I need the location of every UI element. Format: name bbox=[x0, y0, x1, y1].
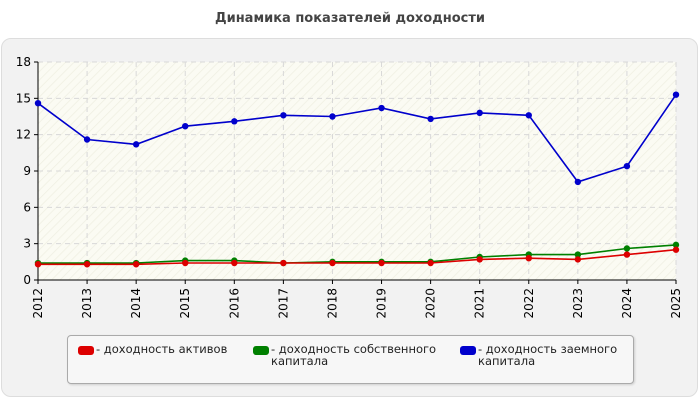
data-point bbox=[34, 99, 42, 107]
data-point bbox=[623, 251, 631, 258]
legend-item-equity: - доходность собственного капитала bbox=[253, 343, 453, 367]
legend-item-debt: - доходность заемного капитала bbox=[460, 343, 630, 367]
data-point bbox=[83, 261, 91, 268]
data-point bbox=[132, 141, 140, 148]
y-tick-label: 15 bbox=[16, 91, 31, 105]
series-line-1 bbox=[38, 244, 677, 264]
legend-label-assets: - доходность активов bbox=[96, 342, 228, 356]
legend-swatch-debt bbox=[460, 346, 476, 355]
data-point bbox=[525, 255, 532, 262]
y-tick-label: 18 bbox=[16, 55, 31, 69]
data-point bbox=[231, 118, 238, 125]
data-point bbox=[574, 251, 582, 258]
data-point bbox=[623, 162, 631, 170]
data-point bbox=[476, 256, 483, 263]
data-point bbox=[34, 261, 42, 268]
x-tick-label: 2025 bbox=[669, 288, 683, 319]
data-point bbox=[329, 259, 336, 267]
legend: - доходность активов - доходность собств… bbox=[67, 335, 634, 384]
data-point bbox=[182, 259, 189, 267]
x-tick-label: 2014 bbox=[129, 288, 143, 319]
data-point bbox=[231, 259, 238, 267]
data-point bbox=[672, 241, 680, 249]
data-point bbox=[574, 178, 582, 186]
y-tick-label: 12 bbox=[16, 128, 31, 142]
legend-swatch-assets bbox=[78, 346, 94, 355]
x-tick-label: 2018 bbox=[325, 288, 339, 319]
data-point bbox=[329, 113, 336, 120]
y-tick-label: 6 bbox=[23, 200, 31, 214]
x-tick-label: 2023 bbox=[571, 288, 585, 319]
legend-label-equity: - доходность собственного капитала bbox=[271, 342, 437, 368]
x-tick-label: 2012 bbox=[31, 288, 45, 319]
data-point bbox=[427, 259, 434, 267]
x-tick-label: 2016 bbox=[227, 288, 241, 319]
legend-item-assets: - доходность активов bbox=[78, 343, 227, 355]
chart-title: Динамика показателей доходности bbox=[215, 11, 485, 26]
legend-label-debt: - доходность заемного капитала bbox=[478, 342, 618, 368]
x-tick-label: 2020 bbox=[424, 288, 438, 319]
x-tick-label: 2021 bbox=[473, 288, 487, 319]
data-point bbox=[623, 245, 631, 252]
data-point bbox=[574, 256, 582, 263]
data-point bbox=[280, 259, 287, 267]
data-point bbox=[132, 261, 140, 268]
data-point bbox=[83, 136, 91, 143]
data-point bbox=[525, 112, 532, 119]
data-point bbox=[378, 259, 385, 267]
x-tick-label: 2015 bbox=[178, 288, 192, 319]
x-tick-label: 2022 bbox=[522, 288, 536, 319]
x-tick-label: 2017 bbox=[276, 288, 290, 319]
data-point bbox=[378, 104, 385, 112]
y-tick-label: 0 bbox=[23, 273, 31, 287]
series-line-0 bbox=[37, 94, 677, 183]
x-tick-label: 2013 bbox=[80, 288, 94, 319]
y-tick-label: 3 bbox=[23, 237, 31, 251]
x-tick-label: 2024 bbox=[620, 288, 634, 319]
legend-swatch-equity bbox=[253, 346, 269, 355]
data-point bbox=[280, 112, 287, 119]
data-point bbox=[182, 122, 189, 130]
data-point bbox=[476, 109, 483, 117]
data-point bbox=[672, 246, 680, 253]
data-point bbox=[427, 115, 434, 123]
x-tick-label: 2019 bbox=[375, 288, 389, 319]
data-point bbox=[672, 91, 680, 98]
series-line-2 bbox=[38, 248, 677, 266]
y-tick-label: 9 bbox=[23, 164, 31, 178]
